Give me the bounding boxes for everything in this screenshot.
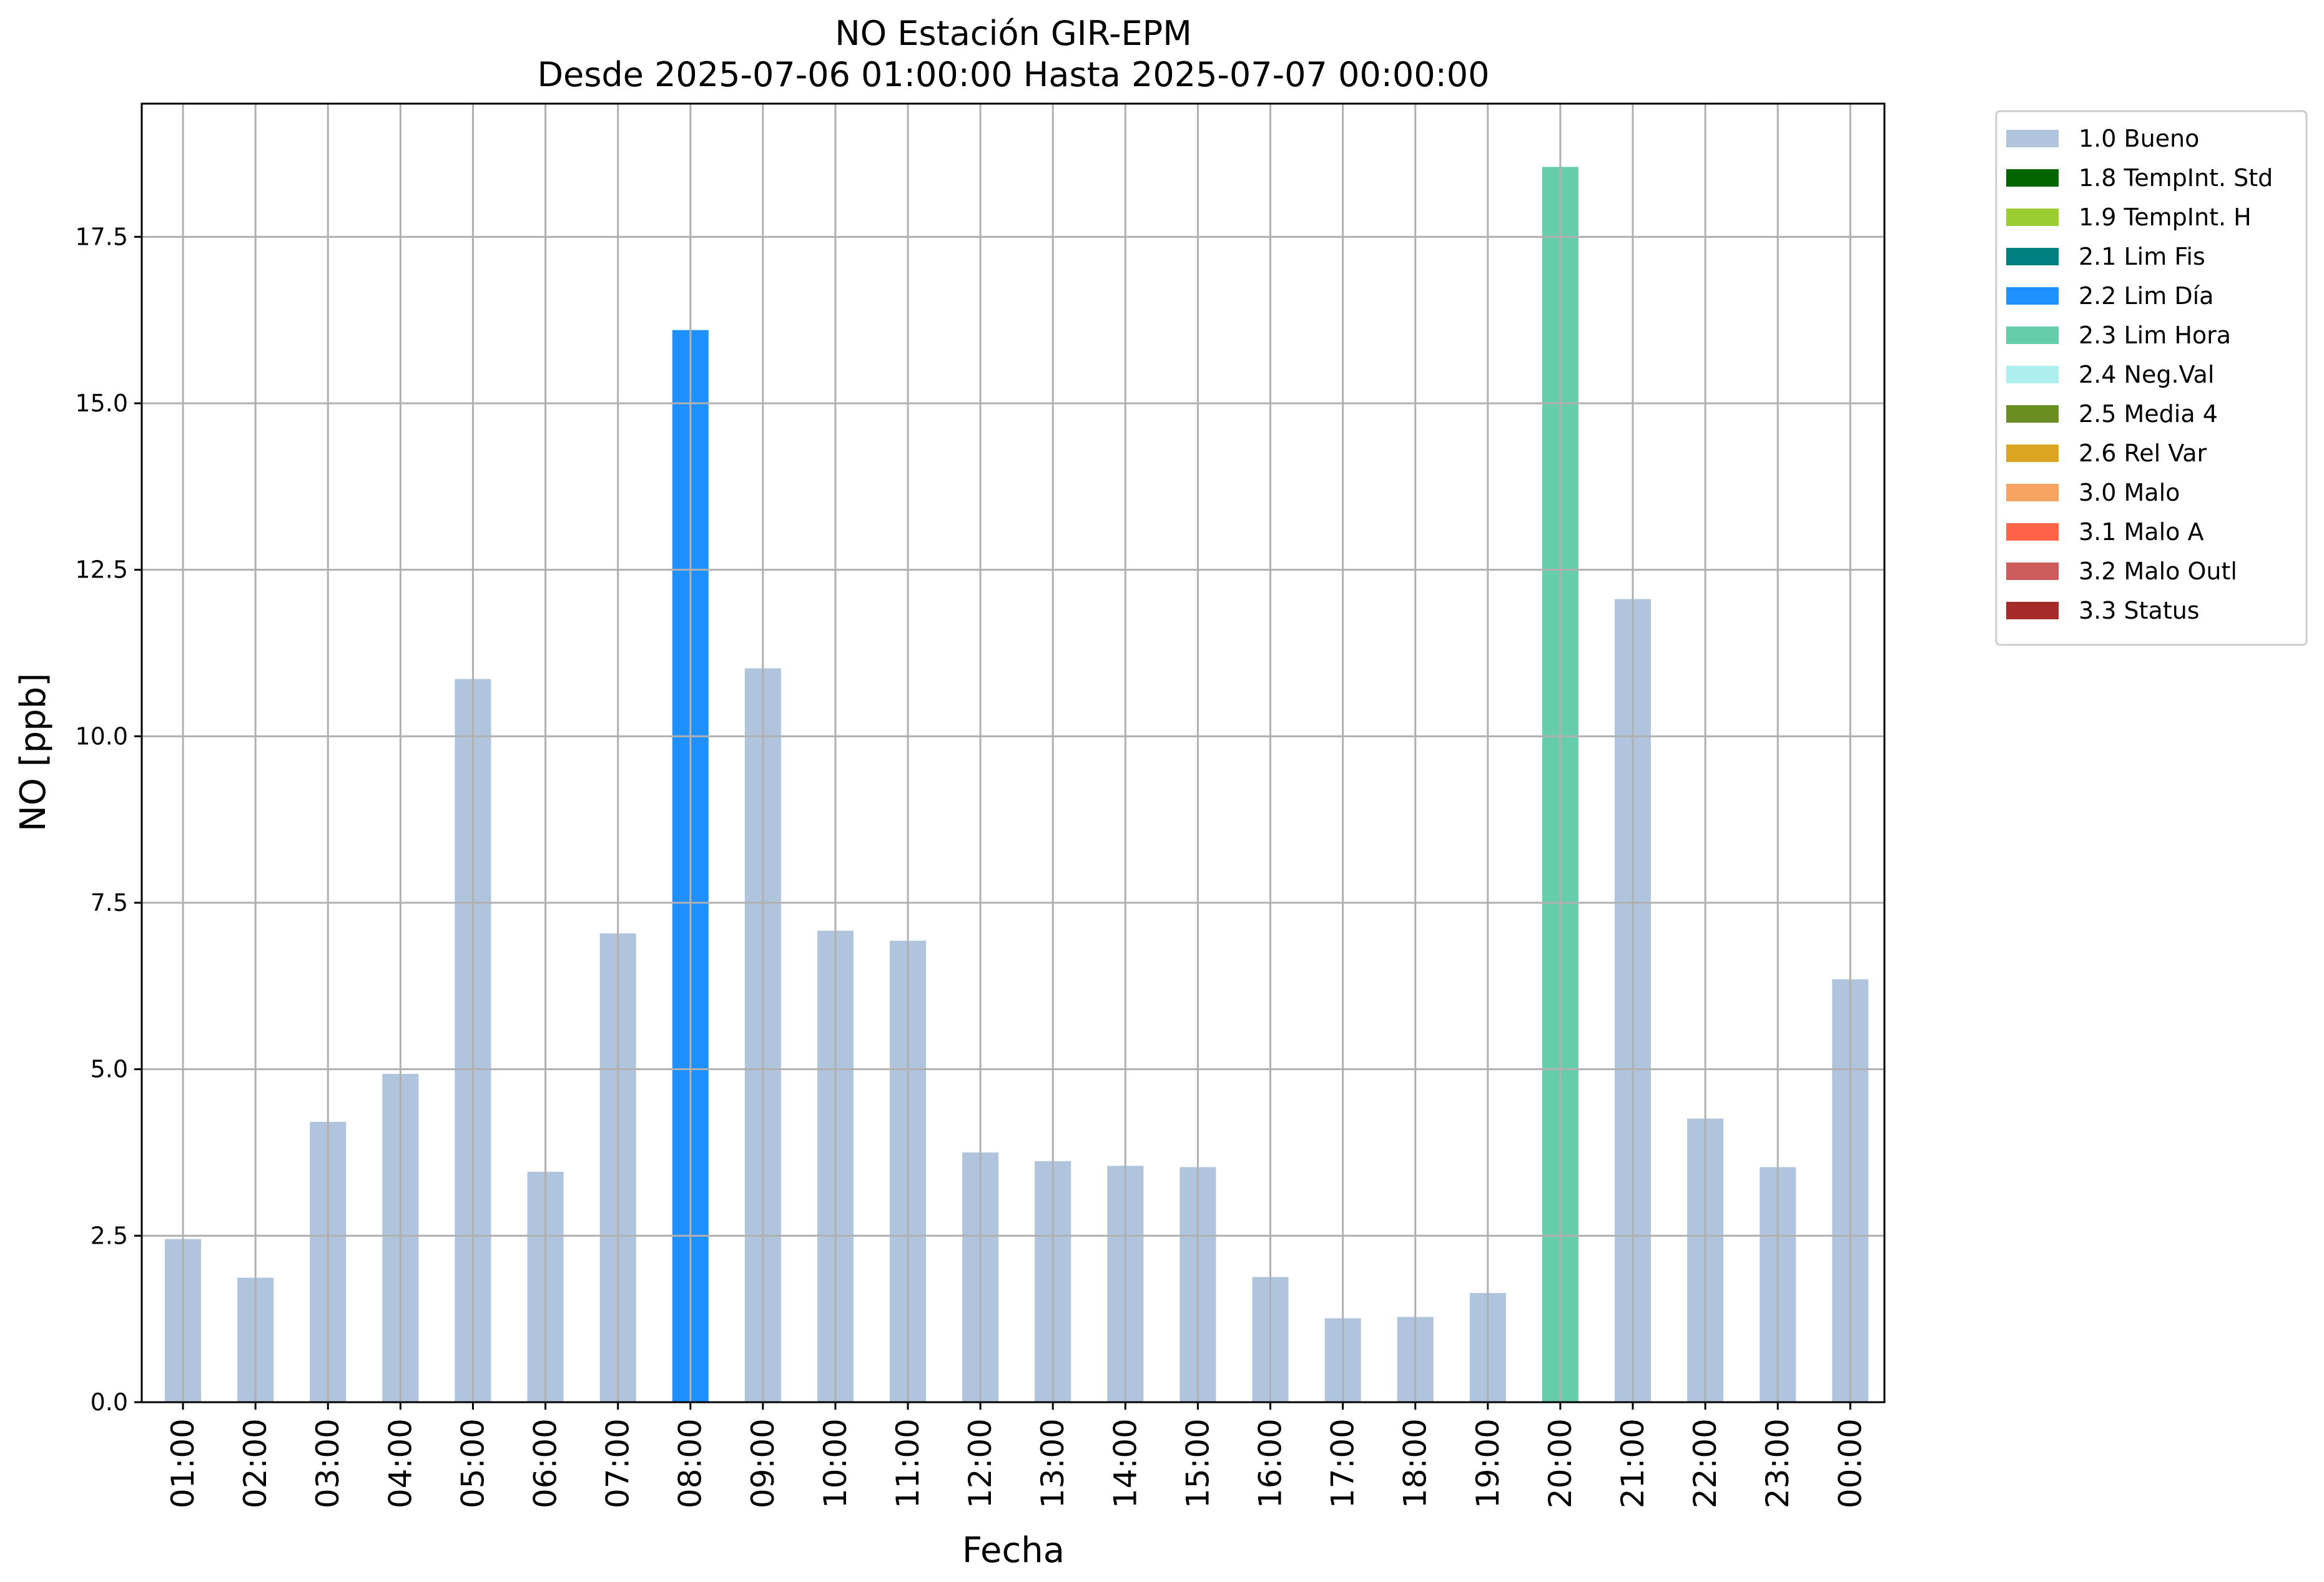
legend-swatch: [2006, 366, 2059, 383]
legend-label: 2.5 Media 4: [2079, 400, 2218, 428]
chart-subtitle: Desde 2025-07-06 01:00:00 Hasta 2025-07-…: [537, 55, 1489, 94]
x-tick-label: 23:00: [1760, 1418, 1796, 1508]
x-tick-label: 15:00: [1179, 1418, 1216, 1508]
legend-label: 2.2 Lim Día: [2079, 282, 2213, 310]
x-tick-label: 19:00: [1470, 1418, 1506, 1508]
legend-swatch: [2006, 405, 2059, 423]
legend-box: [1995, 110, 2308, 646]
y-tick-label: 17.5: [75, 223, 128, 250]
legend-swatch: [2006, 445, 2059, 462]
y-axis-ticks: 0.0 2.5 5.0 7.5 10.0 12.5 15.0 17.5: [75, 223, 142, 1416]
legend-swatch: [2006, 287, 2059, 305]
legend-swatch: [2006, 169, 2059, 187]
x-tick-label: 17:00: [1325, 1418, 1361, 1508]
x-tick-label: 05:00: [455, 1418, 491, 1508]
legend-swatch: [2006, 602, 2059, 619]
legend-label: 3.2 Malo Outl: [2079, 558, 2237, 585]
y-axis-label: NO [ppb]: [13, 673, 54, 832]
x-tick-label: 07:00: [600, 1418, 636, 1508]
legend-label: 2.1 Lim Fis: [2079, 243, 2205, 270]
x-tick-label: 04:00: [382, 1418, 418, 1508]
x-tick-label: 12:00: [962, 1418, 998, 1508]
chart-title: NO Estación GIR-EPM: [835, 14, 1192, 53]
legend-swatch: [2006, 563, 2059, 580]
legend-label: 2.3 Lim Hora: [2079, 322, 2231, 349]
legend-label: 1.8 TempInt. Std: [2079, 164, 2273, 192]
x-tick-label: 08:00: [672, 1418, 709, 1508]
x-axis-label: Fecha: [962, 1530, 1065, 1571]
legend-label: 1.9 TempInt. H: [2079, 204, 2252, 231]
y-tick-label: 2.5: [91, 1222, 128, 1249]
legend-label: 2.4 Neg.Val: [2079, 361, 2214, 388]
x-tick-label: 13:00: [1035, 1418, 1071, 1508]
bars: [165, 167, 1869, 1402]
legend-swatch: [2006, 209, 2059, 226]
legend-label: 2.6 Rel Var: [2079, 440, 2207, 467]
x-tick-label: 11:00: [890, 1418, 926, 1508]
legend-label: 3.1 Malo A: [2079, 518, 2203, 546]
legend-swatch: [2006, 248, 2059, 265]
legend-label: 3.0 Malo: [2079, 479, 2180, 506]
y-tick-label: 0.0: [91, 1388, 128, 1416]
legend: 1.0 Bueno 1.8 TempInt. Std 1.9 TempInt. H 2…: [1995, 110, 2308, 646]
y-tick-label: 7.5: [91, 889, 128, 916]
y-tick-label: 12.5: [75, 556, 128, 584]
x-tick-label: 09:00: [745, 1418, 781, 1508]
y-tick-label: 15.0: [75, 390, 128, 417]
x-tick-label: 01:00: [165, 1418, 201, 1508]
legend-swatch: [2006, 130, 2059, 147]
x-tick-label: 20:00: [1542, 1418, 1578, 1508]
legend-swatch: [2006, 327, 2059, 344]
x-tick-label: 21:00: [1615, 1418, 1651, 1508]
legend-label: 1.0 Bueno: [2079, 125, 2199, 152]
x-tick-label: 02:00: [237, 1418, 273, 1508]
y-tick-label: 10.0: [75, 722, 128, 750]
x-tick-label: 18:00: [1397, 1418, 1434, 1508]
y-tick-label: 5.0: [91, 1056, 128, 1083]
x-tick-label: 10:00: [817, 1418, 854, 1508]
plot-frame: [140, 102, 1886, 1403]
legend-label: 3.3 Status: [2079, 597, 2200, 624]
x-axis-ticks: 01:00 02:00 03:00 04:00 05:00 06:00 07:00 08:00…: [165, 1402, 1868, 1508]
legend-swatch: [2006, 523, 2059, 541]
legend-swatch: [2006, 484, 2059, 501]
x-tick-label: 14:00: [1107, 1418, 1143, 1508]
x-tick-label: 16:00: [1253, 1418, 1289, 1508]
x-tick-label: 03:00: [310, 1418, 346, 1508]
x-tick-label: 06:00: [528, 1418, 564, 1508]
x-tick-label: 22:00: [1687, 1418, 1723, 1508]
x-tick-label: 00:00: [1832, 1418, 1868, 1508]
